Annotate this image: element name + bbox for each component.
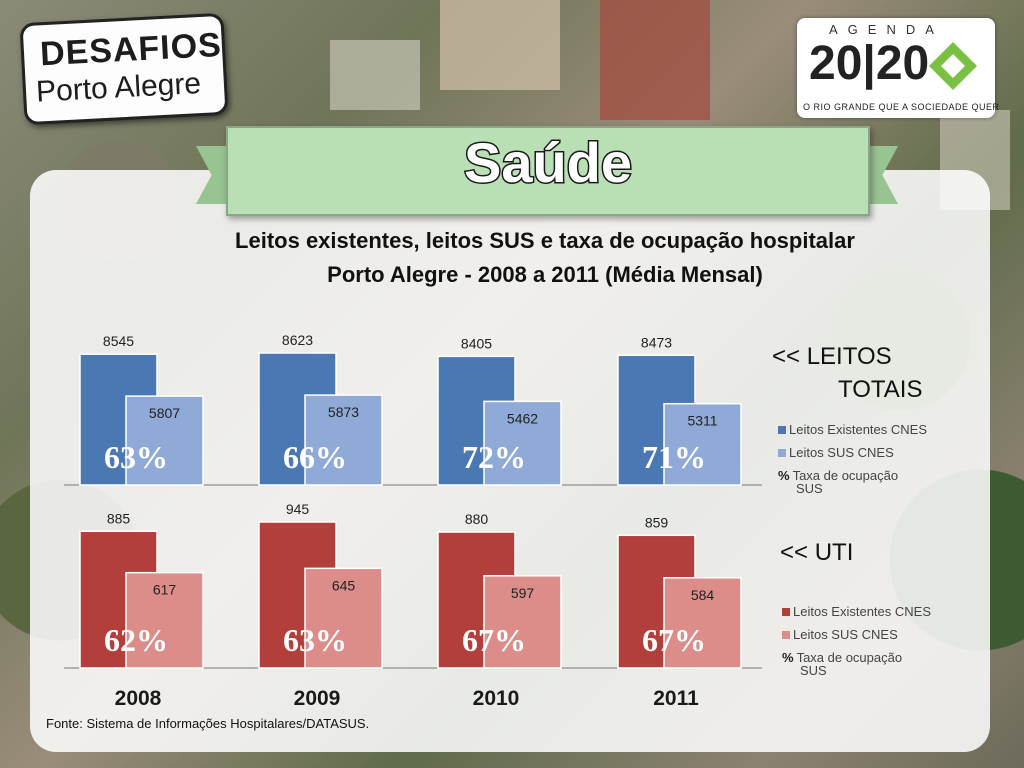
legend-label-wrap: SUS [800,663,827,678]
legend-item: Leitos Existentes CNES [782,600,931,623]
data-label: 8623 [282,332,313,348]
section-label-totais: << LEITOS TOTAIS [772,340,922,406]
bar [483,575,562,669]
chart-title-line-1: Leitos existentes, leitos SUS e taxa de … [235,228,855,253]
data-label: 945 [286,501,310,517]
legend-item: % Taxa de ocupação [778,464,927,487]
legend-label: Leitos Existentes CNES [789,422,928,437]
section-label-uti: << UTI [780,539,854,566]
legend-item: % Taxa de ocupação [782,646,931,669]
background-roof [600,0,710,120]
legend-label: Taxa de ocupação [796,650,903,665]
data-label: 8473 [641,334,672,350]
data-label: 8405 [461,335,492,351]
legend-swatch [782,607,790,616]
bar [304,567,383,669]
data-label: 617 [153,582,177,598]
data-label: 880 [465,511,489,527]
legend-uti: Leitos Existentes CNES Leitos SUS CNES %… [782,600,931,678]
background-building [440,0,560,90]
bar [304,394,383,486]
legend-label-wrap: SUS [796,481,823,496]
legend-swatch [778,425,786,434]
category-tick-label: 2011 [653,687,699,710]
occupancy-label: 67% [462,622,526,658]
legend-swatch [782,630,790,639]
occupancy-label: 63% [104,439,168,475]
source-note: Fonte: Sistema de Informações Hospitalar… [46,716,370,731]
data-label: 5462 [507,410,538,426]
data-label: 5807 [149,405,180,421]
bar [663,402,742,486]
data-label: 885 [107,510,131,526]
chart-title-line-2: Porto Alegre - 2008 a 2011 (Média Mensal… [327,262,763,287]
occupancy-label: 63% [283,622,347,658]
occupancy-label: 66% [283,439,347,475]
chart-title: Leitos existentes, leitos SUS e taxa de … [100,224,990,292]
data-label: 5311 [687,413,717,429]
legend-totais: Leitos Existentes CNES Leitos SUS CNES %… [778,418,927,496]
category-tick-label: 2010 [473,687,520,710]
legend-item: Leitos SUS CNES [782,623,931,646]
background-building [330,40,420,110]
data-label: 597 [511,585,535,601]
section-label-totais-line-2: TOTAIS [838,376,923,403]
legend-label: Leitos Existentes CNES [793,604,932,619]
occupancy-label: 67% [642,622,706,658]
title-ribbon [226,126,870,216]
page-title: Saúde [462,130,633,196]
occupancy-label: 72% [462,439,526,475]
data-label: 645 [332,577,356,593]
agenda-diamond-icon [929,42,977,90]
bar [663,577,742,669]
category-tick-label: 2009 [294,687,341,710]
data-label: 859 [645,514,669,530]
bar [125,571,204,669]
bar [125,395,204,486]
bar [483,400,562,486]
data-label: 8545 [103,333,134,349]
occupancy-label: 71% [642,439,706,475]
logo-agenda-text: AGENDA [829,22,944,37]
data-label: 5873 [328,404,359,420]
occupancy-label: 62% [104,622,168,658]
legend-item: Leitos SUS CNES [778,441,927,464]
legend-label: Taxa de ocupação [792,468,899,483]
section-label-totais-line-1: << LEITOS [772,343,892,370]
legend-item: Leitos Existentes CNES [778,418,927,441]
data-label: 584 [691,587,715,603]
legend-pct-symbol: % [778,468,790,483]
agenda-2020-logo: AGENDA 20|20 O RIO GRANDE QUE A SOCIEDAD… [797,18,999,118]
legend-swatch [778,448,786,457]
category-tick-label: 2008 [115,687,162,710]
logo-year-text: 20|20 [809,37,930,90]
legend-label: Leitos SUS CNES [789,445,894,460]
legend-label: Leitos SUS CNES [793,627,898,642]
legend-pct-symbol: % [782,650,794,665]
logo-tagline: O RIO GRANDE QUE A SOCIEDADE QUER [803,102,1000,112]
